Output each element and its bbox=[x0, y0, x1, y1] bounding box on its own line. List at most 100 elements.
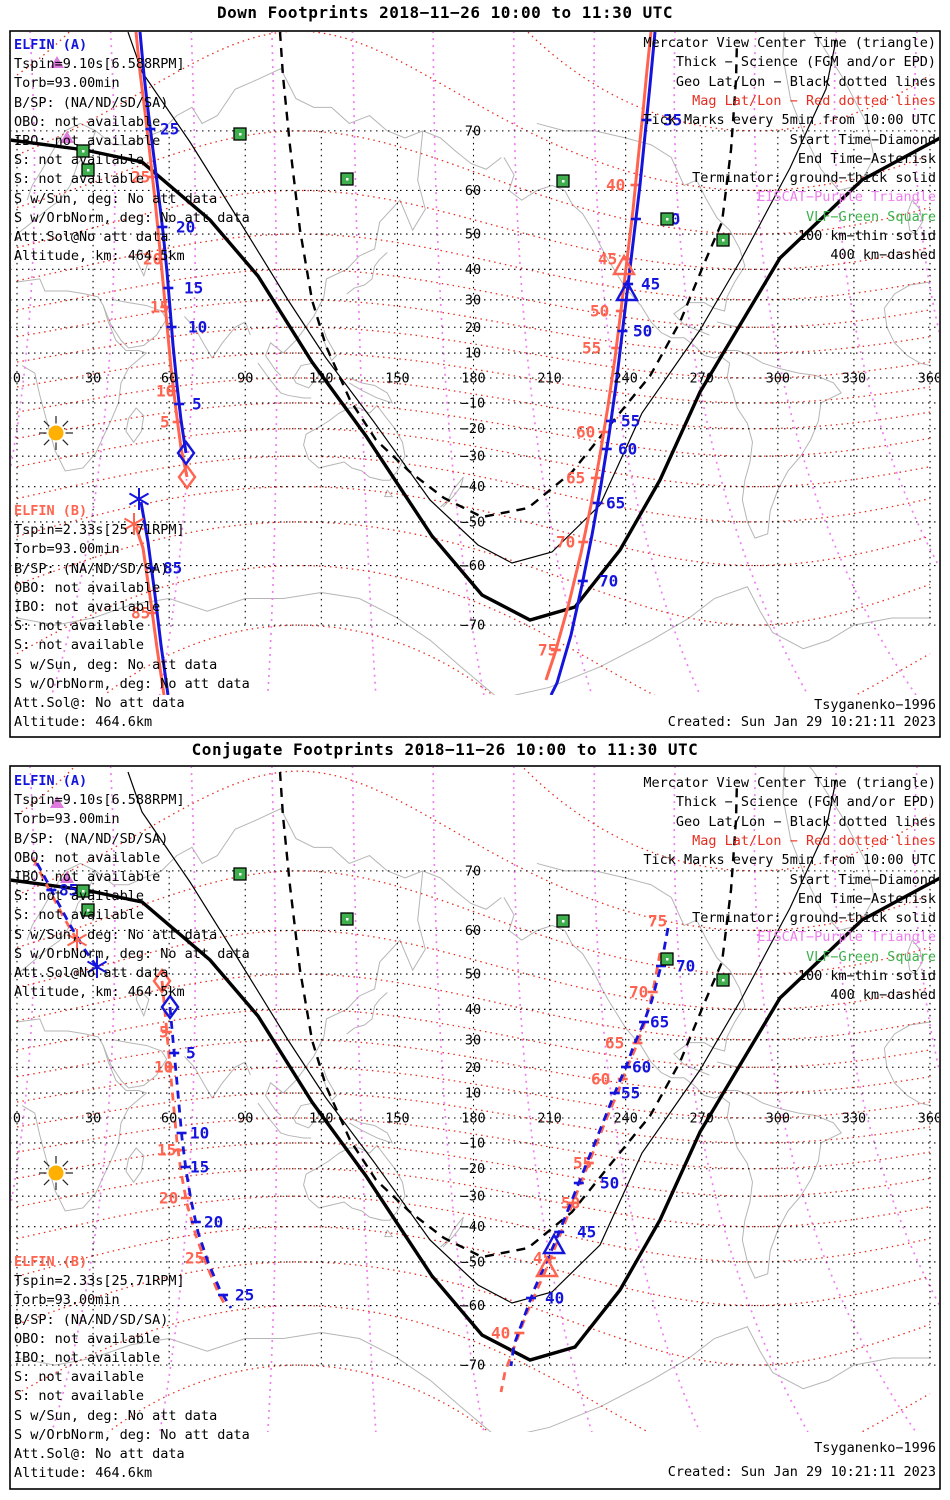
coastline bbox=[348, 1117, 394, 1144]
legend-line: Geo Lat/Lon − Black dotted lines bbox=[675, 73, 936, 90]
legend-line: 100 km−thin solid bbox=[797, 968, 936, 984]
mag-lat-line bbox=[16, 1261, 931, 1366]
track-elfin-b bbox=[134, 32, 189, 478]
mag-lon-line bbox=[50, 767, 116, 1432]
legend-line: Start Time−Diamond bbox=[789, 871, 936, 888]
legend-line: Mercator View Center Time (triangle) bbox=[643, 35, 936, 51]
track-elfin-b bbox=[544, 32, 653, 681]
track-tick-label: 45 bbox=[641, 275, 660, 294]
lon-tick-label: 180 bbox=[461, 371, 485, 387]
track-tick-label: 5 bbox=[160, 413, 170, 432]
elfin-a-info-line: OBO: not available bbox=[14, 113, 161, 130]
start-diamond-marker bbox=[176, 439, 196, 467]
lon-tick-label: 270 bbox=[690, 371, 714, 387]
elfin-a-info-line: Tspin=9.10s[6.588RPM] bbox=[14, 56, 185, 73]
track-tick-label: 5 bbox=[159, 1023, 169, 1042]
track-tick-label: 45 bbox=[577, 1223, 596, 1242]
mag-lon-line bbox=[593, 767, 701, 1432]
coastline bbox=[102, 299, 168, 349]
track-tick-label: 65 bbox=[606, 494, 625, 513]
track-tick-label: 60 bbox=[618, 440, 637, 459]
lat-tick-label: −10 bbox=[461, 1135, 485, 1151]
track-tick-label: 45 bbox=[598, 250, 617, 269]
mag-lat-line bbox=[16, 428, 931, 488]
lon-tick-label: 60 bbox=[161, 371, 177, 387]
end-asterisk-marker bbox=[66, 929, 88, 951]
elfin-a-info-line: B/SP: (NA/ND/SD/SA) bbox=[14, 830, 169, 847]
coastline bbox=[95, 808, 502, 910]
coastline bbox=[102, 1039, 168, 1089]
coastline bbox=[125, 407, 145, 444]
elfin-a-info-line: Att.Sol@No att data bbox=[14, 229, 169, 245]
track-tick-label: 85 bbox=[131, 604, 150, 623]
mag-lon-lines bbox=[11, 767, 939, 1432]
coastlines bbox=[16, 767, 931, 1432]
track-tick-label: 10 bbox=[188, 318, 207, 337]
coastline bbox=[320, 1069, 338, 1102]
lon-tick-label: 90 bbox=[237, 1111, 253, 1127]
coastline bbox=[719, 349, 842, 539]
lon-tick-label: 30 bbox=[85, 371, 101, 387]
mag-lon-line bbox=[351, 32, 377, 695]
elfin-a-info-line: S w/OrbNorm, deg: No att data bbox=[14, 945, 250, 962]
elfin-b-info-line: OBO: not available bbox=[14, 1330, 161, 1347]
lon-tick-label: 240 bbox=[613, 371, 637, 387]
elfin-a-info-line: IBO: not available bbox=[14, 869, 161, 885]
track-tick-label: 25 bbox=[160, 120, 179, 139]
start-diamond-marker bbox=[152, 967, 172, 995]
mag-lon-line bbox=[512, 767, 593, 1432]
elfin-a-info-line: B/SP: (NA/ND/SD/SA) bbox=[14, 94, 169, 111]
coastline bbox=[292, 1102, 320, 1129]
lon-tick-label: 120 bbox=[309, 1111, 333, 1127]
coastline bbox=[716, 321, 738, 328]
legend-line: Mercator View Center Time (triangle) bbox=[643, 775, 936, 791]
sun-ray bbox=[43, 1179, 50, 1186]
track-tick-label: 25 bbox=[185, 1249, 204, 1268]
panel-border bbox=[9, 765, 941, 1490]
lon-tick-label: 0 bbox=[13, 1111, 21, 1127]
lon-tick-label: 270 bbox=[690, 1111, 714, 1127]
mag-lon-line bbox=[266, 767, 278, 1432]
lon-tick-label: 180 bbox=[461, 1111, 485, 1127]
sun-ray bbox=[43, 439, 50, 446]
track-tick-label: 5 bbox=[186, 1044, 196, 1063]
elfin-b-info-line: B/SP: (NA/ND/SD/SA) bbox=[14, 1311, 169, 1328]
coastline bbox=[184, 316, 251, 359]
panel-border bbox=[9, 30, 941, 738]
track-tick-label: 50 bbox=[561, 1194, 580, 1213]
elfin-b-info-line: OBO: not available bbox=[14, 579, 161, 596]
mag-lon-line bbox=[673, 767, 809, 1432]
elfin-b-info-line: Torb=93.00min bbox=[14, 541, 120, 558]
track-elfin-a bbox=[138, 32, 188, 454]
track-elfin-a bbox=[509, 927, 670, 1367]
lat-tick-label: 10 bbox=[465, 346, 481, 362]
lat-tick-label: −30 bbox=[461, 449, 485, 465]
elfin-b-info-line: Tspin=2.33s[25.71RPM] bbox=[14, 522, 185, 539]
coastline bbox=[320, 329, 338, 362]
coastline bbox=[16, 1326, 930, 1432]
mag-lat-line bbox=[16, 402, 931, 457]
coastline bbox=[440, 476, 464, 508]
track-elfin-b bbox=[134, 526, 166, 695]
lat-tick-label: 50 bbox=[465, 227, 481, 243]
elfin-a-info-line: S: not available bbox=[14, 152, 145, 169]
elfin-b-info-line: S w/OrbNorm, deg: No att data bbox=[14, 1426, 250, 1443]
elfin-b-info-line: S: not available bbox=[14, 1369, 145, 1386]
coastline bbox=[719, 1089, 842, 1279]
vlf-square-marker bbox=[716, 233, 730, 247]
legend-line: Thick − Science (FGM and/or EPD) bbox=[675, 794, 936, 811]
lon-tick-label: 120 bbox=[309, 371, 333, 387]
lat-tick-label: −40 bbox=[461, 1219, 485, 1235]
legend-line: Tick Marks every 5min from 10:00 UTC bbox=[643, 852, 936, 869]
track-tick-label: 10 bbox=[156, 382, 175, 401]
mag-lat-line bbox=[16, 1092, 931, 1144]
panel2-title: Conjugate Footprints 2018−11−26 10:00 to… bbox=[191, 740, 699, 759]
elfin-b-info-line: S: not available bbox=[14, 637, 145, 654]
elfin-b-info-line: Altitude: 464.6km bbox=[14, 714, 153, 731]
sun-ray bbox=[43, 1160, 50, 1167]
elfin-b-info-line: S w/OrbNorm, deg: No att data bbox=[14, 675, 250, 692]
vlf-square-marker bbox=[660, 212, 674, 226]
elfin-b-info-line: Altitude: 464.6km bbox=[14, 1465, 153, 1482]
coastline bbox=[536, 862, 746, 1076]
track-tick-label: 55 bbox=[582, 339, 601, 358]
